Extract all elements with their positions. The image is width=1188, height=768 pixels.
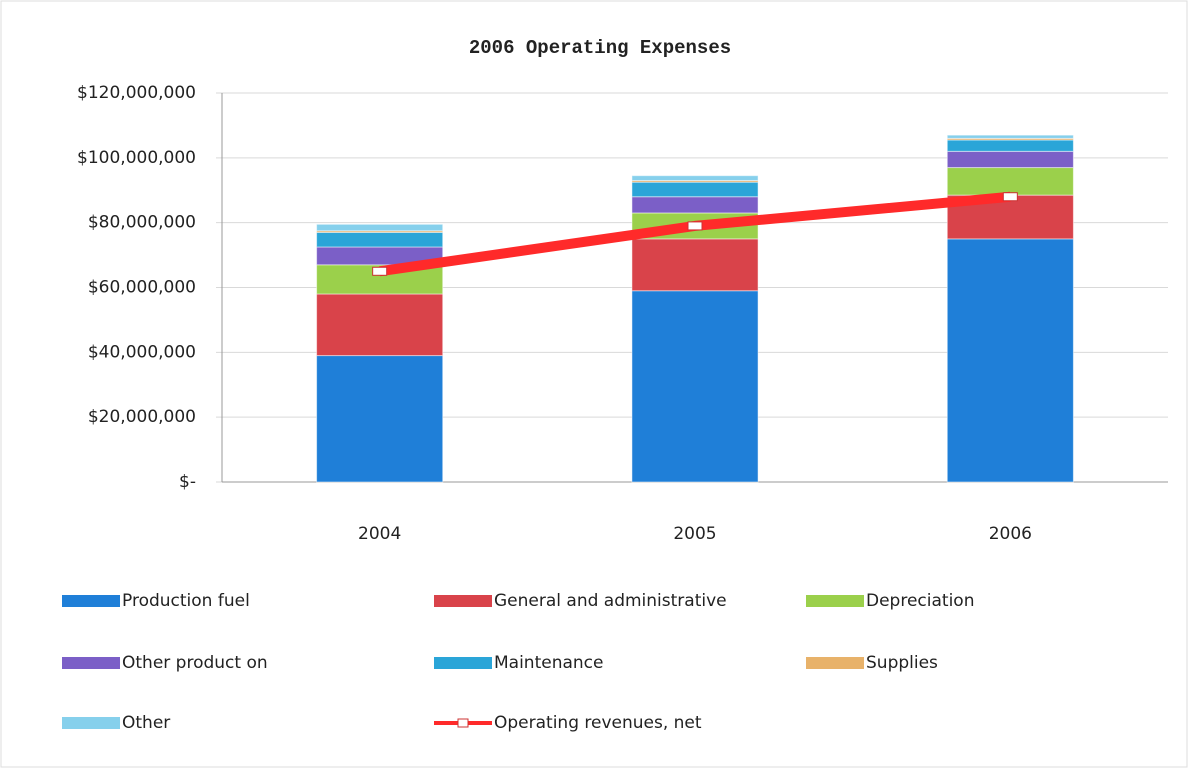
legend-label: Production fuel: [122, 591, 250, 611]
legend-label: General and administrative: [494, 591, 727, 611]
chart-title: 2006 Operating Expenses: [469, 37, 731, 59]
legend-label: Other product on: [122, 653, 268, 673]
bar-segment: [946, 150, 1074, 169]
y-tick-label: $-: [179, 472, 196, 492]
bar-segment: [316, 231, 444, 248]
y-tick-label: $80,000,000: [88, 213, 196, 233]
bar-segment: [631, 196, 759, 214]
legend-swatch: [434, 595, 492, 607]
y-tick-label: $20,000,000: [88, 407, 196, 427]
x-tick-label: 2005: [673, 524, 716, 544]
legend-label: Other: [122, 713, 170, 733]
bar-segment: [631, 181, 759, 198]
x-tick-label: 2006: [989, 524, 1032, 544]
y-tick-label: $100,000,000: [77, 148, 196, 168]
legend-label: Operating revenues, net: [494, 713, 702, 733]
bar-segment: [631, 175, 759, 182]
bar-segment: [631, 290, 759, 483]
legend-marker: [457, 718, 469, 728]
legend-swatch: [62, 717, 120, 729]
line-marker: [372, 266, 388, 276]
line-marker: [687, 221, 703, 231]
legend-swatch: [806, 657, 864, 669]
y-tick-label: $40,000,000: [88, 342, 196, 362]
bar-segment: [631, 238, 759, 292]
bar-segment: [316, 293, 444, 357]
y-tick-label: $120,000,000: [77, 83, 196, 103]
legend-label: Depreciation: [866, 591, 974, 611]
bar-segment: [946, 134, 1074, 139]
bar-segment: [946, 167, 1074, 196]
legend-swatch: [806, 595, 864, 607]
line-marker: [1002, 192, 1018, 202]
bar-segment: [946, 238, 1074, 483]
legend-label: Maintenance: [494, 653, 603, 673]
x-tick-label: 2004: [358, 524, 401, 544]
y-tick-label: $60,000,000: [88, 278, 196, 298]
bar-segment: [946, 139, 1074, 152]
legend-swatch: [62, 657, 120, 669]
bar-segment: [316, 355, 444, 483]
legend-label: Supplies: [866, 653, 938, 673]
legend-swatch: [62, 595, 120, 607]
legend-swatch: [434, 657, 492, 669]
bar-segment: [316, 223, 444, 232]
